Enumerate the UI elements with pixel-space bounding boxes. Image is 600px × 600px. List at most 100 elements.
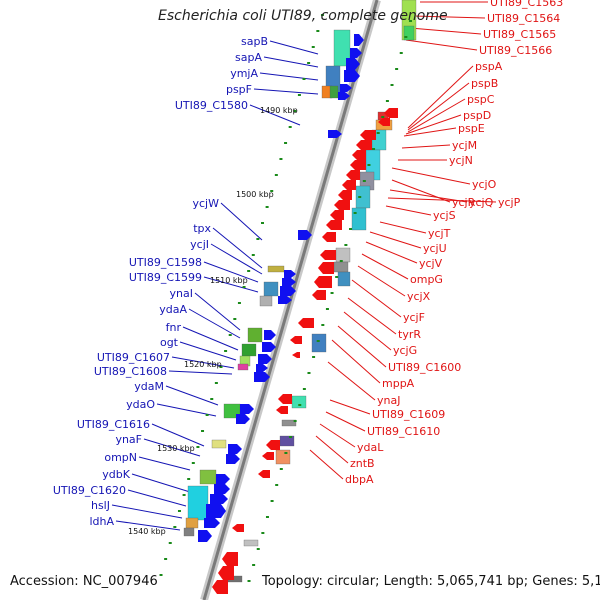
gene-connector bbox=[407, 82, 470, 131]
feature-block bbox=[351, 207, 367, 231]
gene-label-pspc: pspC bbox=[467, 93, 495, 106]
feature-block bbox=[241, 343, 257, 357]
tick-mark bbox=[399, 52, 403, 54]
tick-mark bbox=[159, 574, 163, 576]
gene-connector bbox=[351, 279, 402, 318]
forward-gene-arrow bbox=[198, 530, 212, 542]
gene-label-tpx: tpx bbox=[193, 222, 211, 235]
tick-mark bbox=[270, 190, 274, 192]
tick-mark bbox=[205, 414, 209, 416]
tick-mark bbox=[312, 356, 316, 358]
gene-connector bbox=[115, 520, 181, 531]
gene-label-uti89_c1609: UTI89_C1609 bbox=[372, 408, 445, 421]
gene-connector bbox=[329, 399, 371, 415]
tick-mark bbox=[164, 558, 168, 560]
gene-connector bbox=[315, 435, 349, 464]
gene-connector bbox=[347, 297, 397, 335]
tick-mark bbox=[316, 340, 320, 342]
gene-label-ldha: ldhA bbox=[89, 515, 114, 528]
tick-mark bbox=[279, 468, 283, 470]
reverse-gene-arrow bbox=[378, 118, 390, 126]
forward-gene-arrow bbox=[350, 48, 362, 58]
feature-block bbox=[237, 363, 249, 371]
accession-text: Accession: NC_007946 bbox=[10, 574, 158, 589]
gene-connector bbox=[171, 356, 235, 369]
tick-mark bbox=[353, 212, 357, 214]
tick-mark bbox=[404, 36, 408, 38]
reverse-gene-arrow bbox=[292, 352, 300, 358]
tick-mark bbox=[344, 244, 348, 246]
gene-label-ycju: ycjU bbox=[423, 242, 447, 255]
gene-label-pspe: pspE bbox=[458, 122, 485, 135]
tick-mark bbox=[173, 526, 177, 528]
gene-label-ycjx: ycjX bbox=[407, 290, 431, 303]
forward-gene-arrow bbox=[264, 330, 276, 340]
feature-block bbox=[183, 527, 195, 537]
tick-mark bbox=[330, 292, 334, 294]
tick-mark bbox=[302, 388, 306, 390]
gene-connector bbox=[111, 504, 183, 519]
gene-label-ycjf: ycjF bbox=[403, 311, 425, 324]
gene-connector bbox=[194, 292, 241, 331]
gene-label-uti89_c1566: UTI89_C1566 bbox=[479, 44, 552, 57]
tick-mark bbox=[367, 164, 371, 166]
gene-label-uti89_c1608: UTI89_C1608 bbox=[94, 365, 167, 378]
tick-mark bbox=[214, 382, 218, 384]
gene-label-zntb: zntB bbox=[350, 457, 375, 470]
reverse-gene-arrow bbox=[318, 262, 334, 274]
gene-connector bbox=[131, 473, 191, 493]
tick-mark bbox=[201, 430, 205, 432]
gene-label-hslj: hslJ bbox=[91, 499, 110, 512]
gene-label-ydbk: ydbK bbox=[102, 468, 130, 481]
gene-label-ycjn: ycjN bbox=[449, 154, 473, 167]
feature-block bbox=[185, 517, 199, 529]
tick-mark bbox=[261, 532, 265, 534]
genome-title: Escherichia coli UTI89, complete genome bbox=[158, 8, 448, 24]
gene-connector bbox=[151, 423, 205, 447]
gene-label-mppa: mppA bbox=[382, 377, 415, 390]
tick-mark bbox=[385, 100, 389, 102]
tick-mark bbox=[298, 404, 302, 406]
gene-label-uti89_c1616: UTI89_C1616 bbox=[77, 418, 150, 431]
gene-label-sapb: sapB bbox=[241, 35, 268, 48]
gene-label-uti89_c1580: UTI89_C1580 bbox=[175, 99, 248, 112]
forward-gene-arrow bbox=[282, 278, 296, 286]
gene-label-uti89_c1563: UTI89_C1563 bbox=[490, 0, 563, 9]
tick-mark bbox=[275, 484, 279, 486]
kbp-label: 1500 kbp bbox=[236, 190, 274, 199]
gene-connector bbox=[357, 265, 406, 297]
feature-block bbox=[275, 449, 291, 465]
gene-label-uti89_c1599: UTI89_C1599 bbox=[129, 271, 202, 284]
forward-gene-arrow bbox=[346, 58, 360, 70]
gene-connector bbox=[409, 27, 482, 35]
kbp-label: 1520 kbp bbox=[184, 360, 222, 369]
gene-label-ompg: ompG bbox=[410, 273, 443, 286]
tick-mark bbox=[321, 324, 325, 326]
reverse-gene-arrow bbox=[350, 160, 366, 170]
reverse-gene-arrow bbox=[222, 552, 238, 566]
tick-mark bbox=[307, 372, 311, 374]
gene-connector bbox=[165, 385, 219, 406]
tick-mark bbox=[233, 318, 237, 320]
forward-gene-arrow bbox=[354, 34, 364, 46]
tick-mark bbox=[395, 68, 399, 70]
tick-mark bbox=[381, 116, 385, 118]
feature-block bbox=[311, 333, 327, 353]
reverse-gene-arrow bbox=[342, 180, 356, 190]
gene-connector bbox=[379, 221, 427, 234]
tick-mark bbox=[224, 350, 228, 352]
forward-gene-arrow bbox=[214, 484, 230, 494]
reverse-gene-arrow bbox=[262, 452, 274, 460]
forward-gene-arrow bbox=[280, 286, 296, 296]
gene-connector bbox=[188, 308, 241, 339]
gene-connector bbox=[179, 341, 237, 361]
forward-gene-arrow bbox=[284, 270, 296, 278]
feature-block bbox=[267, 265, 285, 273]
tick-mark bbox=[265, 516, 269, 518]
gene-connector bbox=[127, 489, 187, 507]
tick-mark bbox=[279, 158, 283, 160]
gene-label-ompn: ompN bbox=[104, 451, 137, 464]
tick-mark bbox=[284, 142, 288, 144]
gene-connector bbox=[269, 40, 319, 55]
tick-mark bbox=[252, 564, 256, 566]
